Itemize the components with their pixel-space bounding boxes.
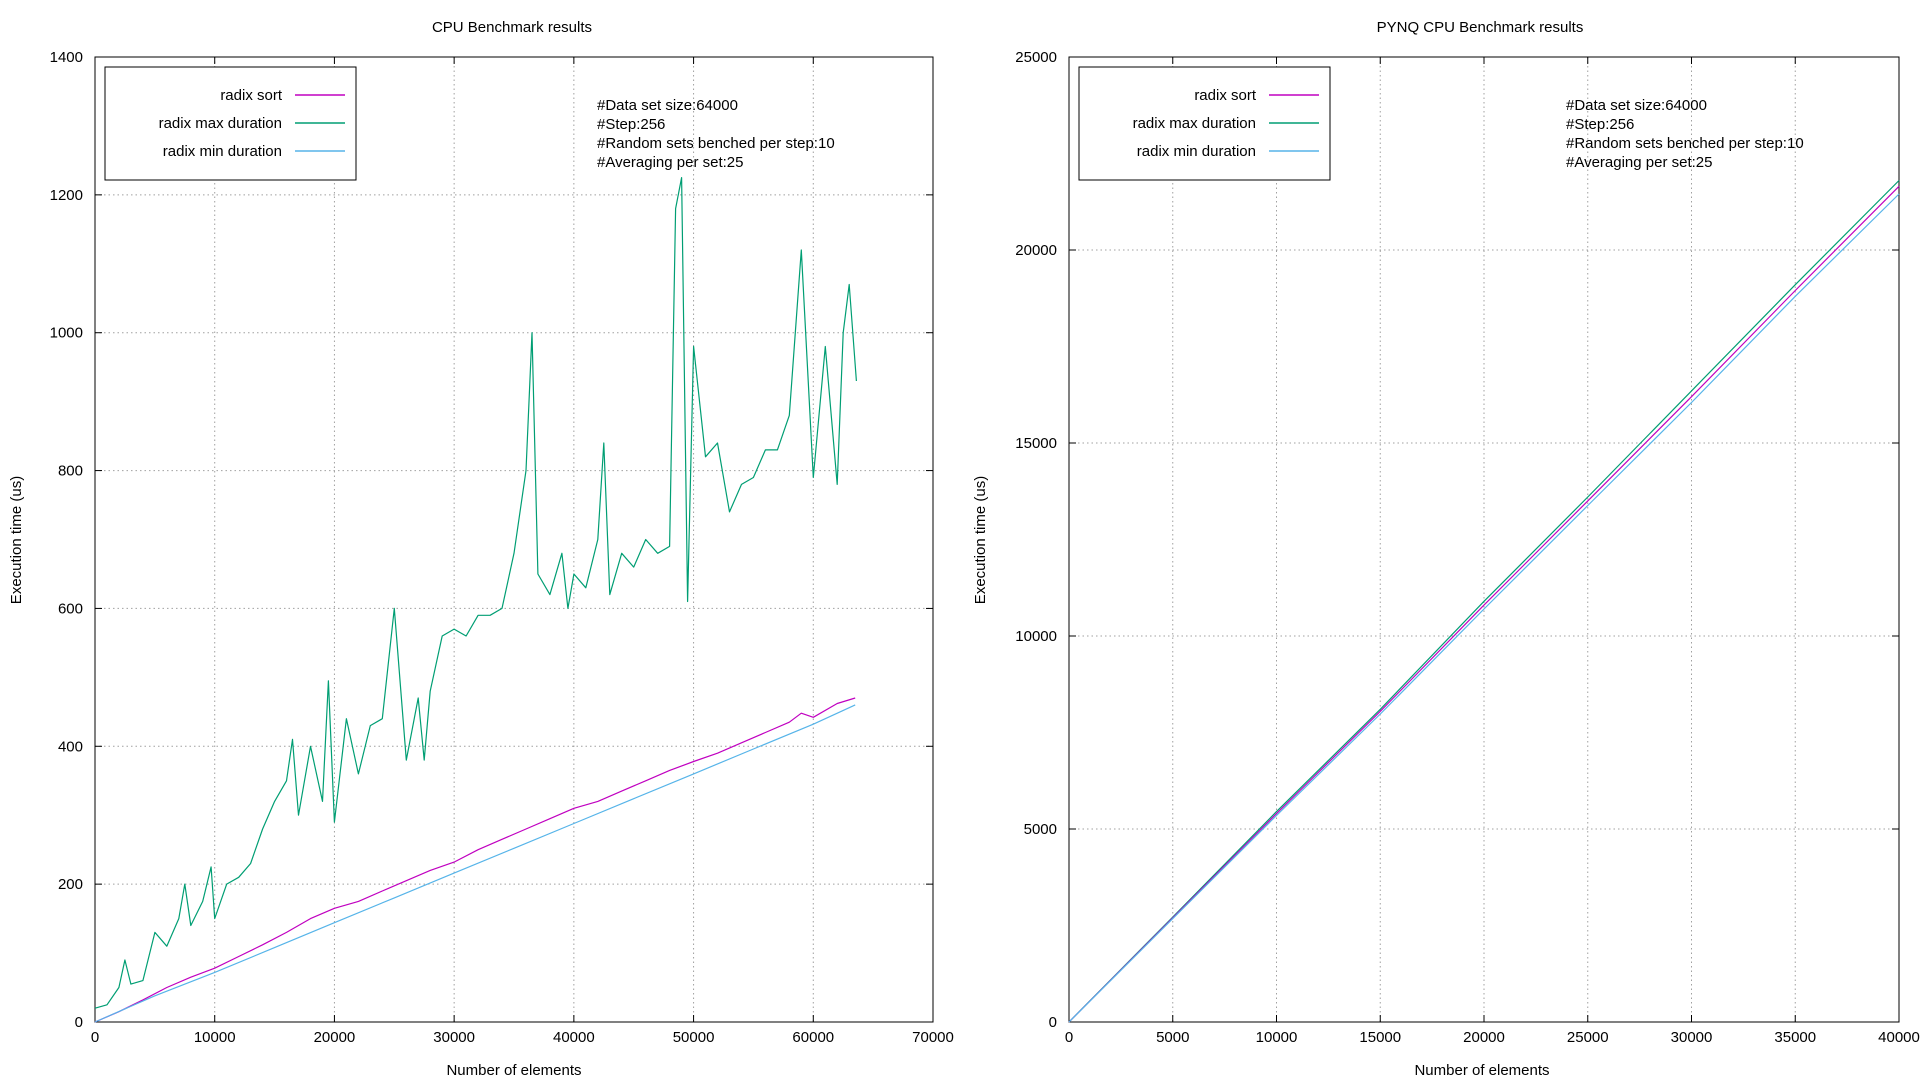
x-tick-label: 20000 — [1463, 1029, 1505, 1046]
x-tick-label: 0 — [1065, 1029, 1073, 1046]
x-tick-label: 10000 — [1256, 1029, 1298, 1046]
annotation-averaging: #Averaging per set:25 — [597, 154, 744, 171]
grid-lines — [1069, 57, 1899, 1022]
annotation-step: #Step:256 — [1566, 116, 1634, 133]
y-tick-label: 1400 — [50, 49, 83, 66]
y-tick-label: 10000 — [1015, 628, 1057, 645]
y-tick-label: 25000 — [1015, 49, 1057, 66]
y-axis-ticks: 0 200 400 600 800 1000 1200 1400 — [50, 49, 933, 1031]
x-tick-label: 50000 — [673, 1029, 715, 1046]
legend: radix sort radix max duration radix min du… — [104, 66, 357, 181]
legend-label: radix min duration — [1137, 143, 1256, 160]
y-tick-label: 1000 — [50, 325, 83, 342]
y-tick-label: 800 — [58, 463, 83, 480]
annotation-dataset-size: #Data set size:64000 — [597, 97, 738, 114]
annotation-random-sets: #Random sets benched per step:10 — [1566, 135, 1804, 152]
series-lines — [94, 177, 857, 1023]
x-tick-label: 15000 — [1359, 1029, 1401, 1046]
x-tick-label: 30000 — [433, 1029, 475, 1046]
y-tick-label: 400 — [58, 738, 83, 755]
y-tick-label: 15000 — [1015, 435, 1057, 452]
annotation-averaging: #Averaging per set:25 — [1566, 154, 1713, 171]
chart-title: CPU Benchmark results — [432, 19, 592, 36]
x-tick-label: 70000 — [912, 1029, 954, 1046]
x-tick-label: 5000 — [1156, 1029, 1189, 1046]
annotation-block: #Data set size:64000 #Step:256 #Random s… — [597, 97, 835, 171]
annotation-block: #Data set size:64000 #Step:256 #Random s… — [1566, 97, 1804, 171]
y-axis-ticks: 0 5000 10000 15000 20000 25000 — [1015, 49, 1899, 1031]
x-axis-label: Number of elements — [1414, 1062, 1549, 1079]
y-tick-label: 200 — [58, 876, 83, 893]
legend-label: radix sort — [1194, 87, 1257, 104]
x-tick-label: 40000 — [1878, 1029, 1920, 1046]
series-line-radix-max-duration — [94, 177, 857, 1009]
annotation-random-sets: #Random sets benched per step:10 — [597, 135, 835, 152]
x-tick-label: 25000 — [1567, 1029, 1609, 1046]
plot-frame — [94, 56, 934, 1023]
series-line-radix-sort — [94, 697, 856, 1023]
y-tick-label: 600 — [58, 600, 83, 617]
y-axis-label: Execution time (us) — [972, 476, 989, 604]
legend-label: radix max duration — [1133, 115, 1256, 132]
x-tick-label: 20000 — [314, 1029, 356, 1046]
annotation-step: #Step:256 — [597, 116, 665, 133]
legend: radix sort radix max duration radix min du… — [1078, 66, 1331, 181]
y-axis-label: Execution time (us) — [8, 476, 25, 604]
series-lines — [1068, 180, 1900, 1023]
x-tick-label: 40000 — [553, 1029, 595, 1046]
series-line-radix-max-duration — [1068, 180, 1900, 1023]
annotation-dataset-size: #Data set size:64000 — [1566, 97, 1707, 114]
x-tick-label: 30000 — [1671, 1029, 1713, 1046]
grid-lines — [95, 57, 933, 1022]
legend-label: radix min duration — [163, 143, 282, 160]
y-tick-label: 0 — [75, 1014, 83, 1031]
x-axis-ticks: 0 5000 10000 15000 20000 25000 30000 35000 40000 — [1065, 57, 1920, 1046]
series-line-radix-min-duration — [1068, 193, 1900, 1023]
y-tick-label: 5000 — [1024, 821, 1057, 838]
pynq-cpu-benchmark-chart: PYNQ CPU Benchmark results 0 5000 10000 150… — [972, 19, 1920, 1079]
x-axis-label: Number of elements — [446, 1062, 581, 1079]
x-tick-label: 0 — [91, 1029, 99, 1046]
series-line-radix-min-duration — [94, 704, 856, 1023]
y-tick-label: 0 — [1049, 1014, 1057, 1031]
cpu-benchmark-chart: CPU Benchmark results 0 10000 20000 30000 40… — [8, 19, 954, 1079]
y-tick-label: 20000 — [1015, 242, 1057, 259]
x-tick-label: 10000 — [194, 1029, 236, 1046]
y-tick-label: 1200 — [50, 187, 83, 204]
legend-label: radix max duration — [159, 115, 282, 132]
x-tick-label: 60000 — [792, 1029, 834, 1046]
x-tick-label: 35000 — [1774, 1029, 1816, 1046]
chart-title: PYNQ CPU Benchmark results — [1377, 19, 1584, 36]
series-line-radix-sort — [1068, 185, 1900, 1023]
legend-label: radix sort — [220, 87, 283, 104]
x-axis-ticks: 0 10000 20000 30000 40000 50000 60000 70000 — [91, 57, 954, 1046]
